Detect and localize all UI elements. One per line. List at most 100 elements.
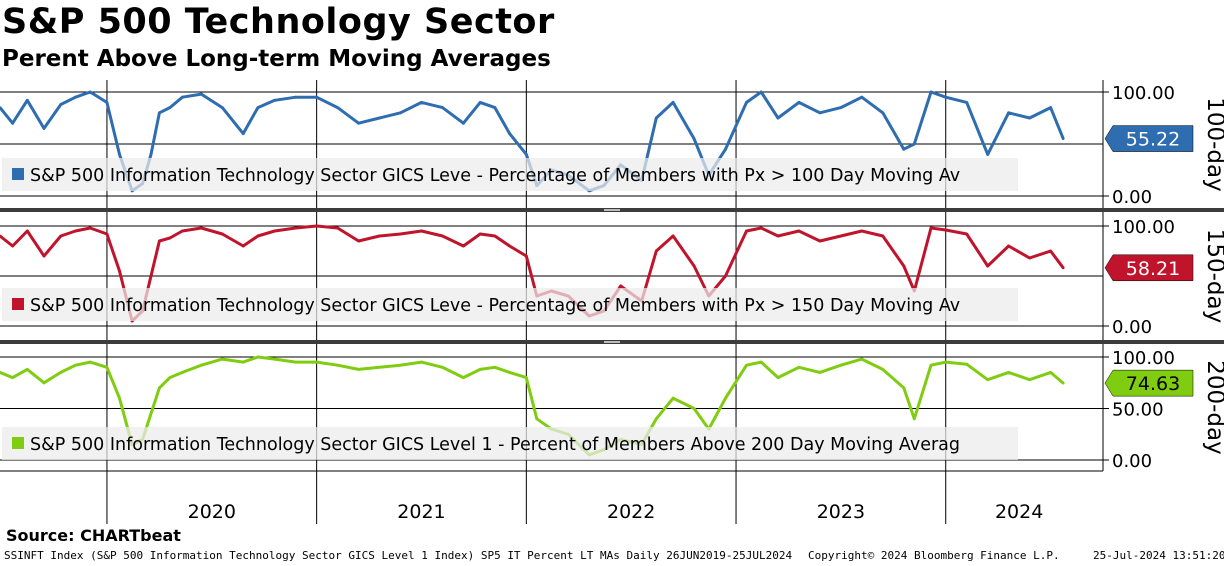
data-point (105, 101, 109, 104)
data-point (1007, 371, 1011, 374)
data-point (59, 103, 63, 106)
last-value-label-150-day: 58.21 (1104, 254, 1194, 282)
data-point (199, 92, 203, 96)
x-tick-label-2024: 2024 (995, 501, 1043, 523)
data-point (149, 274, 153, 278)
last-value-tag (1104, 369, 1194, 397)
data-point (944, 228, 948, 232)
last-value-tag (1104, 254, 1194, 282)
last-value-text: 55.22 (1126, 129, 1180, 151)
data-point (493, 106, 497, 109)
data-point (294, 360, 298, 364)
y-tick-label: 50.00 (1112, 400, 1164, 421)
panel-separator-handle-1 (604, 341, 620, 343)
data-point (776, 376, 780, 379)
data-point (181, 229, 184, 233)
data-point (654, 249, 658, 253)
data-point (965, 232, 969, 236)
data-point (986, 378, 990, 382)
data-point (118, 269, 121, 273)
data-point (745, 101, 748, 104)
data-point (74, 95, 77, 99)
data-point (508, 132, 511, 136)
data-point (1061, 266, 1065, 270)
data-point (860, 357, 864, 361)
data-point (11, 376, 14, 379)
data-point (478, 232, 482, 236)
data-point (524, 376, 528, 379)
data-point (912, 142, 916, 146)
data-point (256, 106, 260, 109)
data-point (724, 396, 727, 400)
data-point (199, 226, 203, 230)
data-point (0, 234, 2, 238)
data-point (986, 153, 990, 156)
data-point (1049, 106, 1052, 109)
data-point (273, 357, 277, 361)
data-point (199, 363, 203, 367)
data-point (256, 234, 260, 238)
legend-box (2, 288, 1018, 321)
legend-box (2, 158, 1018, 191)
panel-separator-handle-0 (604, 209, 620, 211)
data-point (105, 232, 109, 236)
data-point (1061, 381, 1065, 385)
data-point (315, 360, 319, 364)
data-point (671, 396, 675, 400)
last-value-tag (1104, 125, 1194, 152)
data-point (74, 363, 77, 367)
data-point (508, 244, 511, 248)
data-point (294, 226, 298, 230)
legend-box (2, 427, 1018, 460)
data-point (315, 224, 319, 228)
panel-200-day: S&P 500 Information Technology Sector GI… (0, 344, 1224, 472)
y-tick-label: 0.00 (1112, 187, 1152, 208)
last-value-label-100-day: 55.22 (1104, 125, 1194, 152)
data-point (168, 106, 172, 109)
data-point (745, 363, 748, 367)
data-point (839, 106, 843, 109)
data-point (220, 232, 224, 236)
data-point (25, 367, 29, 371)
data-point (25, 229, 29, 233)
data-point (462, 244, 465, 248)
data-point (256, 355, 260, 359)
data-point (241, 132, 245, 136)
data-point (336, 226, 340, 230)
last-value-label-200-day: 74.63 (1104, 369, 1194, 397)
data-point (619, 284, 623, 288)
data-point (378, 234, 381, 238)
data-point (535, 417, 539, 421)
data-point (965, 101, 969, 104)
data-point (944, 95, 948, 99)
legend-swatch (12, 298, 24, 310)
data-point (241, 244, 245, 248)
data-point (818, 239, 822, 243)
data-point (441, 365, 444, 369)
data-point (294, 95, 298, 99)
footer-index-description: SSINFT Index (S&P 500 Information Techno… (4, 549, 793, 562)
panel-150-day: S&P 500 Information Technology Sector GI… (0, 211, 1224, 341)
data-point (654, 417, 658, 421)
data-point (493, 234, 497, 238)
data-point (118, 396, 121, 400)
data-point (881, 234, 885, 238)
data-point (399, 111, 402, 115)
x-tick-label-2022: 2022 (607, 501, 655, 523)
data-point (818, 371, 822, 374)
data-point (478, 367, 482, 371)
data-point (357, 239, 360, 243)
x-tick-label-2021: 2021 (397, 501, 445, 523)
y-tick-label: 0.00 (1112, 317, 1152, 338)
data-point (944, 360, 948, 364)
data-point (157, 386, 161, 390)
legend-text: S&P 500 Information Technology Sector GI… (30, 166, 960, 186)
panel-100-day: S&P 500 Information Technology Sector GI… (0, 80, 1224, 209)
data-point (912, 417, 916, 421)
data-point (493, 365, 497, 369)
data-point (776, 116, 780, 120)
data-point (357, 367, 360, 371)
last-value-text: 74.63 (1126, 373, 1180, 395)
data-point (839, 363, 843, 367)
